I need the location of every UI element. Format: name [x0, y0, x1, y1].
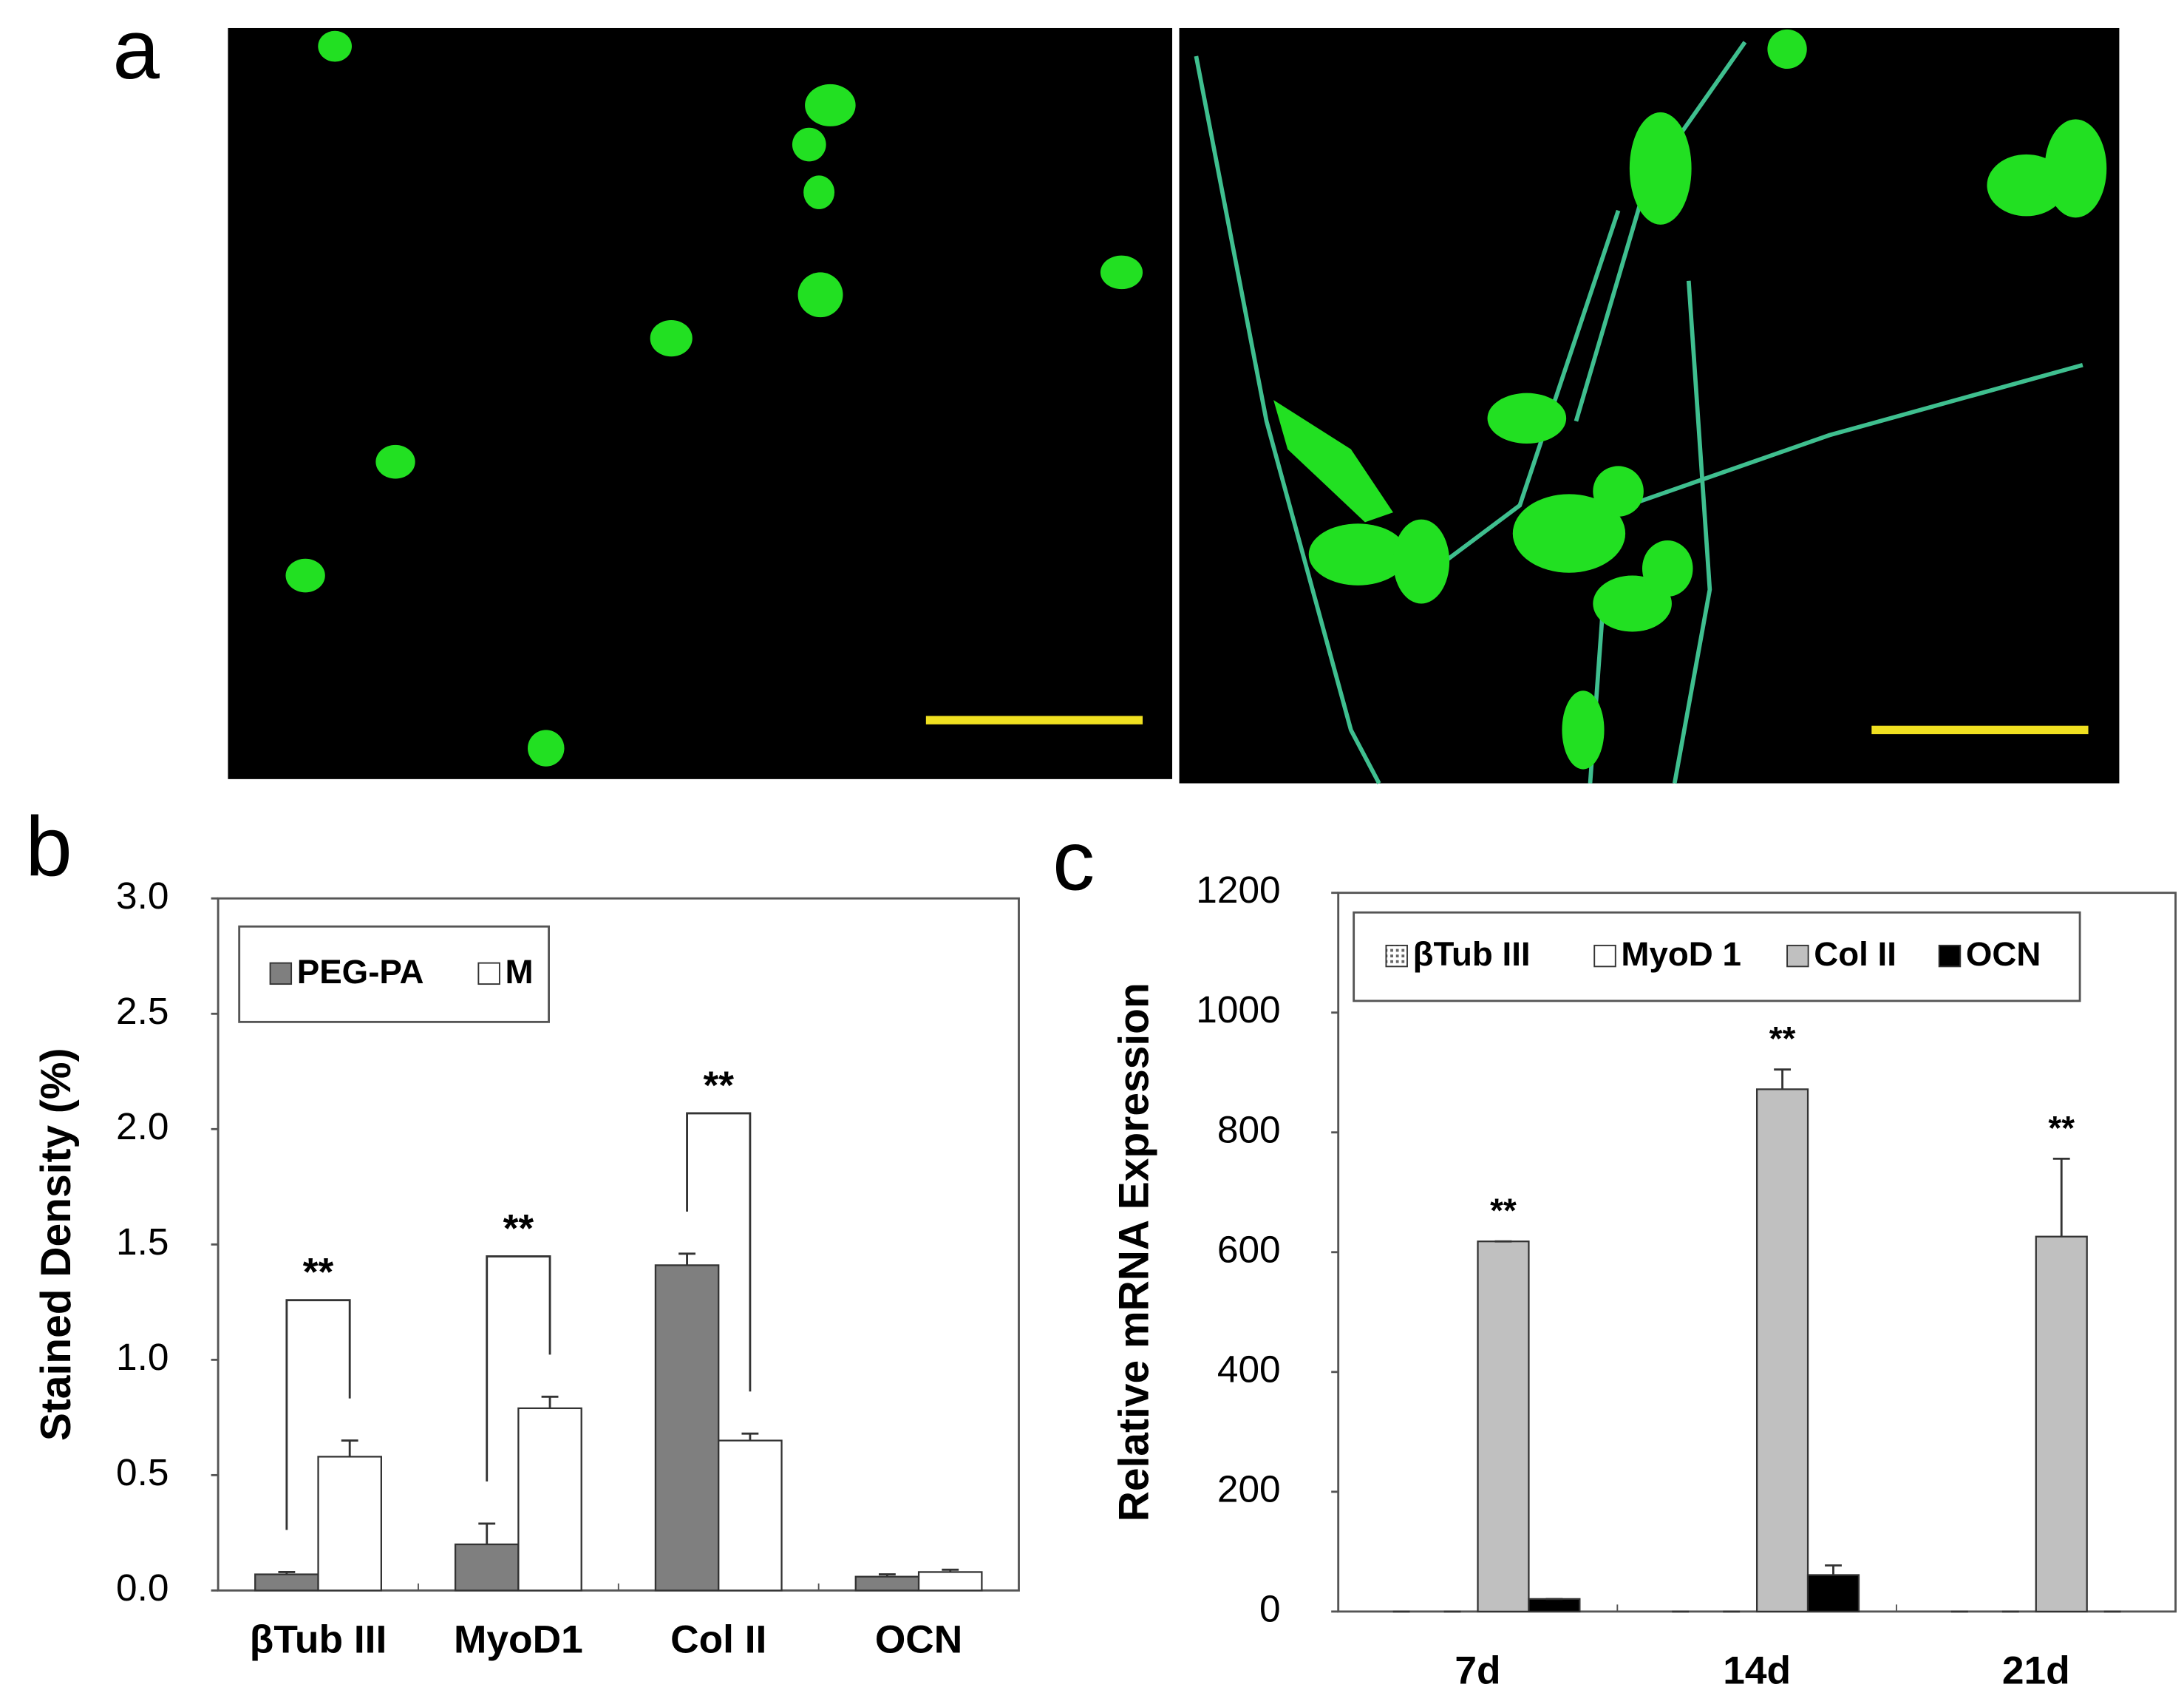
error-bar — [1825, 1564, 1842, 1575]
y-tick-label: 0 — [1259, 1587, 1281, 1629]
panel-label: b — [25, 801, 72, 895]
legend-swatch — [1938, 944, 1962, 968]
micrograph-left — [228, 27, 1173, 779]
legend-label: MyoD 1 — [1621, 935, 1741, 973]
y-tick-label: 1.0 — [116, 1336, 169, 1378]
x-tick-label: 21d — [2002, 1649, 2070, 1693]
error-bar — [1774, 1068, 1792, 1090]
significance-bracket — [486, 1255, 551, 1482]
bar — [454, 1543, 520, 1592]
micrograph-right — [1179, 27, 2120, 784]
y-tick-label: 1000 — [1196, 988, 1280, 1031]
bar — [254, 1573, 319, 1592]
bar — [718, 1439, 783, 1592]
x-tick-label: 14d — [1723, 1649, 1791, 1693]
significance-bracket — [686, 1112, 752, 1392]
bar — [2035, 1235, 2088, 1613]
y-tick-label: 2.0 — [116, 1105, 169, 1147]
annotation: ** — [503, 1207, 534, 1250]
error-bar — [541, 1395, 559, 1408]
bar — [1528, 1598, 1581, 1613]
annotation: ** — [2048, 1109, 2075, 1147]
error-bar — [741, 1432, 759, 1441]
y-tick-label: 0.0 — [116, 1567, 169, 1609]
legend-label: Col II — [1814, 935, 1896, 973]
error-bar — [478, 1522, 496, 1544]
legend-swatch — [1593, 944, 1616, 968]
significance-bracket — [285, 1299, 351, 1530]
legend-label: PEG-PA — [297, 953, 424, 991]
panel-label: a — [112, 3, 160, 97]
y-tick-label: 3.0 — [116, 875, 169, 917]
bar — [654, 1264, 720, 1592]
bar — [517, 1407, 582, 1592]
legend-swatch — [1786, 944, 1809, 968]
error-bar — [278, 1571, 296, 1575]
bar — [1477, 1241, 1530, 1613]
annotation: ** — [703, 1064, 734, 1107]
panel-label: c — [1052, 815, 1095, 909]
error-bar — [942, 1568, 959, 1572]
y-tick-label: 200 — [1217, 1467, 1281, 1510]
y-tick-label: 0.5 — [116, 1451, 169, 1493]
x-tick-label: OCN — [875, 1618, 962, 1662]
legend-label: OCN — [1966, 935, 2041, 973]
y-tick-label: 400 — [1217, 1348, 1281, 1390]
x-tick-label: βTub III — [250, 1618, 387, 1662]
x-tick-label: 7d — [1455, 1649, 1500, 1693]
legend-label: M — [506, 953, 534, 991]
annotation: ** — [1490, 1192, 1517, 1229]
error-bar — [678, 1252, 695, 1266]
y-tick-label: 2.5 — [116, 990, 169, 1032]
error-bar — [2052, 1157, 2070, 1237]
y-tick-label: 800 — [1217, 1108, 1281, 1150]
legend-label: βTub III — [1413, 935, 1531, 973]
bar — [917, 1571, 983, 1592]
bar — [854, 1575, 920, 1592]
bar — [317, 1456, 382, 1592]
y-tick-label: 1.5 — [116, 1221, 169, 1263]
bar — [1755, 1088, 1809, 1613]
y-tick-label: 600 — [1217, 1228, 1281, 1270]
legend-swatch — [477, 962, 500, 985]
bar — [1806, 1574, 1860, 1613]
error-bar — [878, 1573, 896, 1577]
annotation: ** — [1769, 1020, 1796, 1058]
legend-swatch — [1385, 944, 1408, 968]
x-tick-label: Col II — [670, 1618, 766, 1662]
y-tick-label: 1200 — [1196, 869, 1280, 911]
error-bar — [341, 1439, 358, 1457]
y-axis-label: Relative mRNA Expression — [1110, 983, 1157, 1521]
y-axis-label: Stained Density (%) — [33, 1048, 80, 1441]
legend-swatch — [269, 962, 293, 985]
annotation: ** — [303, 1251, 334, 1294]
x-tick-label: MyoD1 — [454, 1618, 583, 1662]
